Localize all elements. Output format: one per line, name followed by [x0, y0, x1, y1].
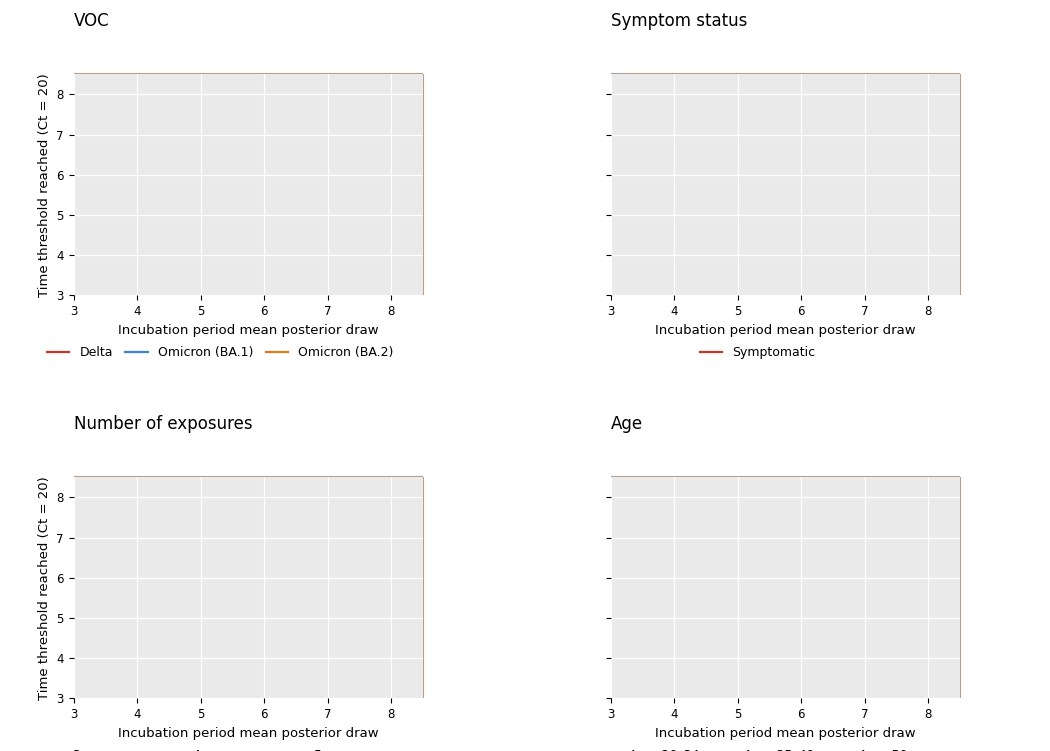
Legend: Delta, Omicron (BA.1), Omicron (BA.2): Delta, Omicron (BA.1), Omicron (BA.2): [42, 341, 399, 364]
Legend: Symptomatic: Symptomatic: [695, 341, 820, 364]
Text: VOC: VOC: [74, 12, 109, 30]
Text: Age: Age: [611, 415, 643, 433]
Text: Number of exposures: Number of exposures: [74, 415, 252, 433]
X-axis label: Incubation period mean posterior draw: Incubation period mean posterior draw: [655, 324, 916, 336]
X-axis label: Incubation period mean posterior draw: Incubation period mean posterior draw: [118, 727, 379, 740]
X-axis label: Incubation period mean posterior draw: Incubation period mean posterior draw: [655, 727, 916, 740]
Legend: 3 exposures, 4 exposures, 5+ exposures: 3 exposures, 4 exposures, 5+ exposures: [35, 744, 405, 751]
Text: Symptom status: Symptom status: [611, 12, 747, 30]
X-axis label: Incubation period mean posterior draw: Incubation period mean posterior draw: [118, 324, 379, 336]
Y-axis label: Time threshold reached (Ct = 20): Time threshold reached (Ct = 20): [38, 476, 50, 700]
Legend: Age: 20–34, Age: 35–49, Age: 50+: Age: 20–34, Age: 35–49, Age: 50+: [591, 744, 924, 751]
Y-axis label: Time threshold reached (Ct = 20): Time threshold reached (Ct = 20): [38, 73, 50, 297]
